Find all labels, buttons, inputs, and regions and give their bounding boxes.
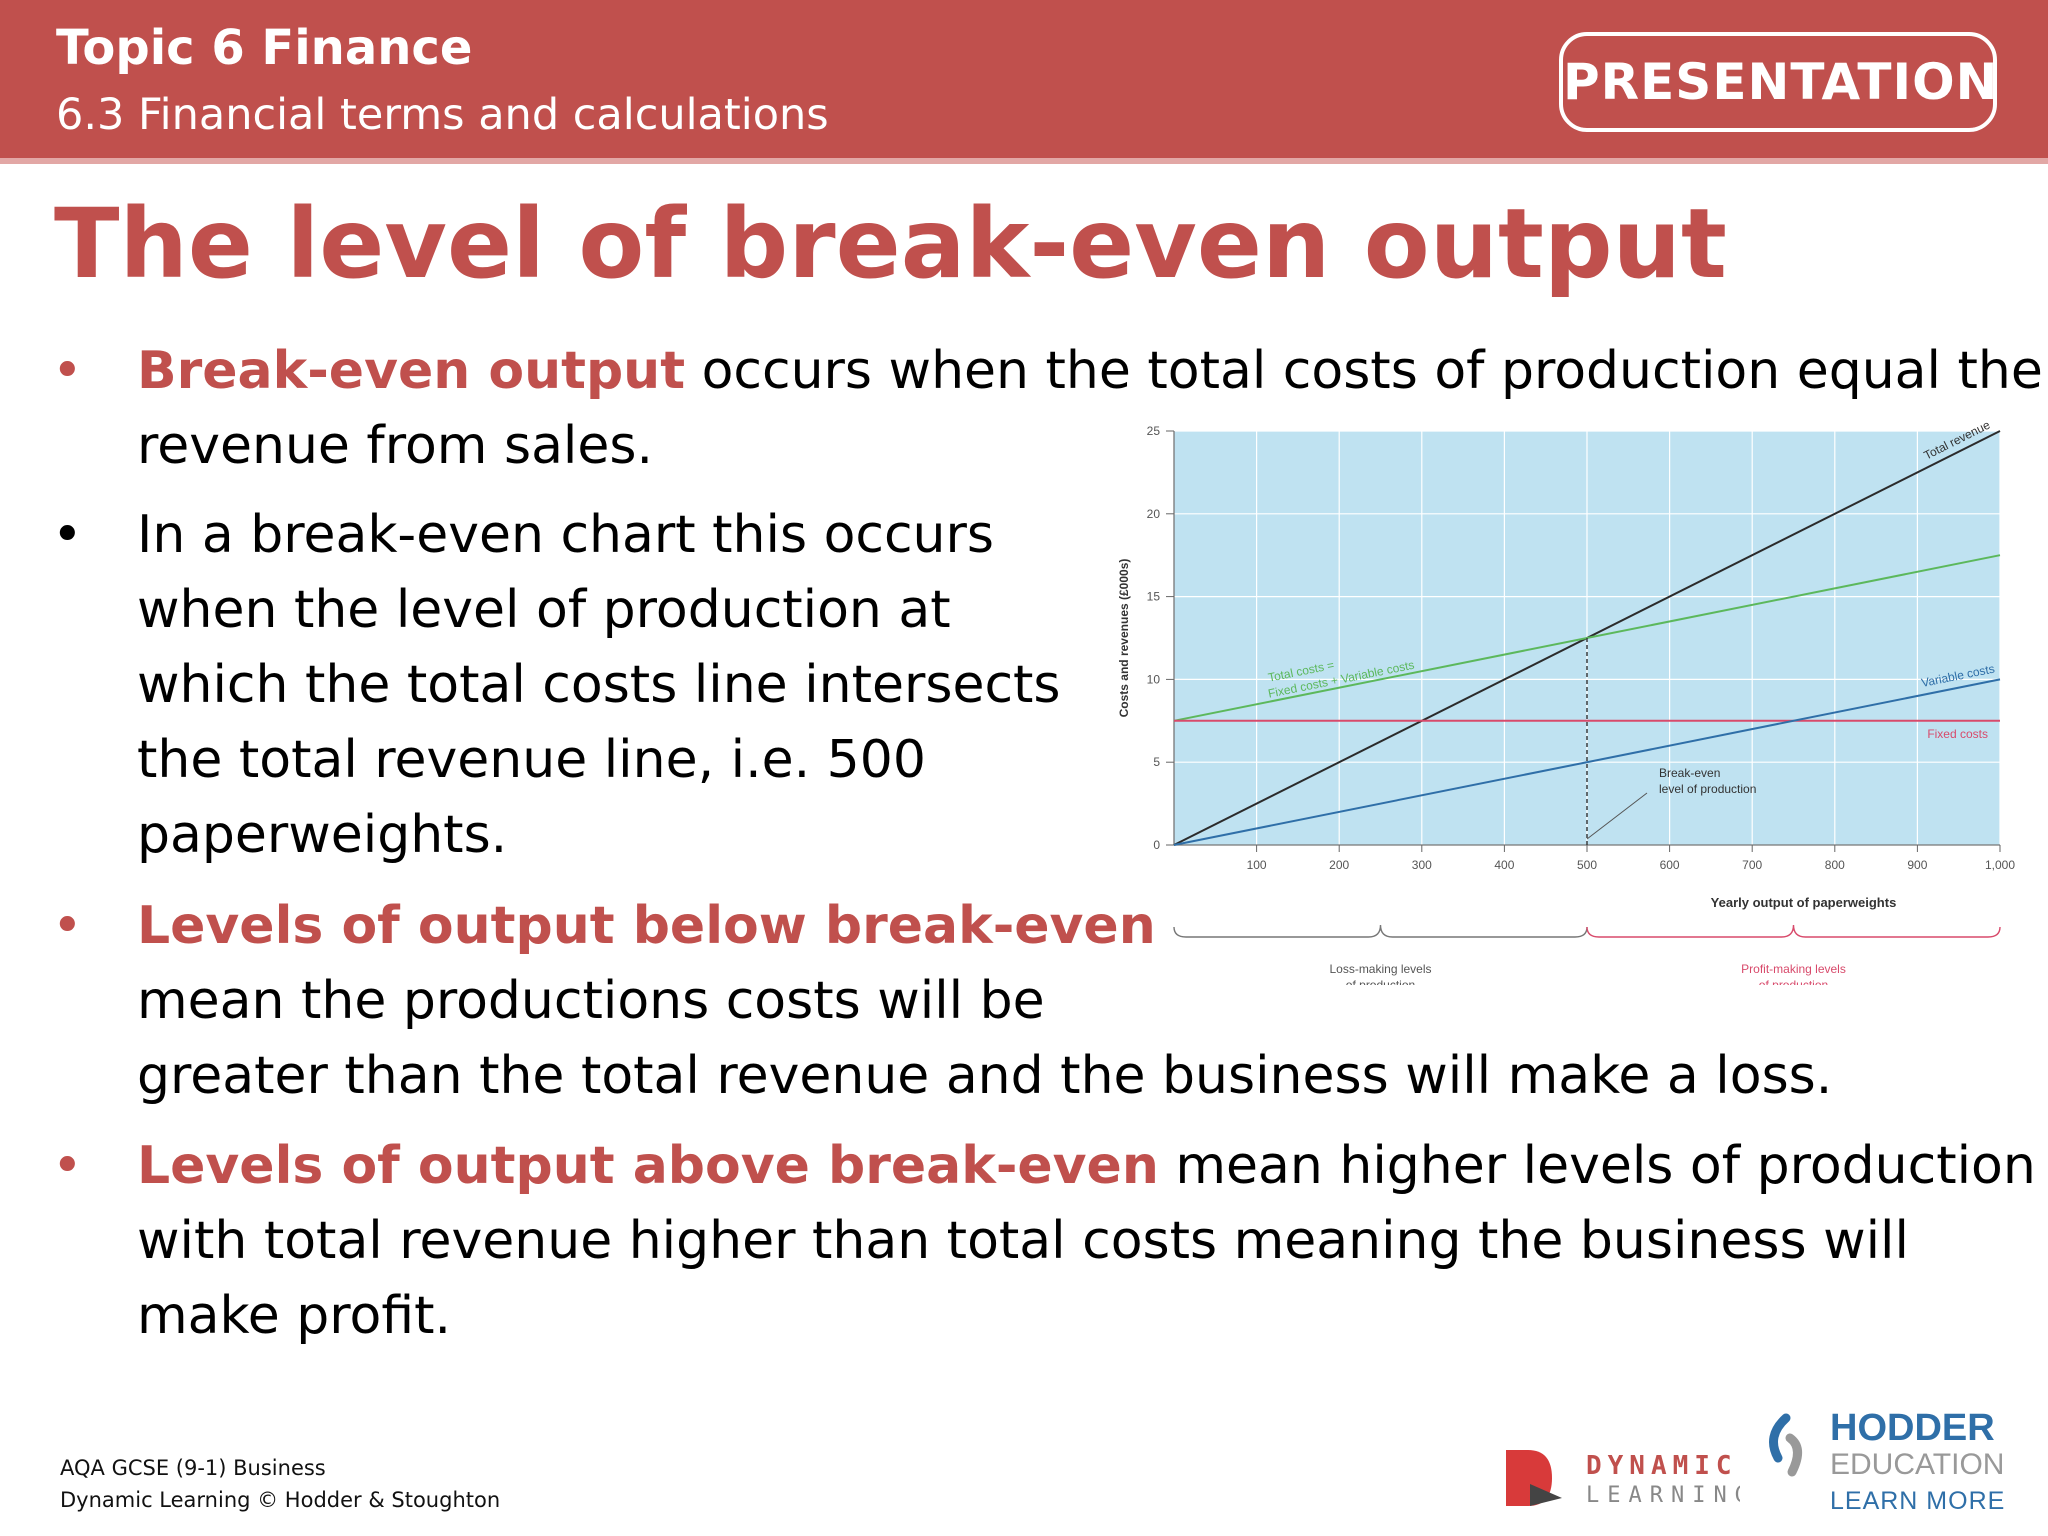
x-tick-label: 300 <box>1412 858 1432 872</box>
y-axis-label: Costs and revenues (£000s) <box>1117 559 1131 718</box>
bullet-2: In a break-even chart this occurs when t… <box>137 498 1061 873</box>
presentation-badge: PRESENTATION <box>1559 32 1997 132</box>
y-tick-label: 0 <box>1153 838 1160 852</box>
bullet-1: Break-even output occurs when the total … <box>137 334 2043 484</box>
topic-title: Topic 6 Finance <box>56 20 473 76</box>
bullet-2-line: which the total costs line intersects <box>137 655 1061 715</box>
profit-label: of production <box>1759 978 1828 985</box>
dl-l-shape <box>1530 1484 1562 1506</box>
learn-more-text: LEARN MORE <box>1830 1487 2005 1515</box>
chart-axes: Costs and revenues (£000s) Yearly output … <box>1117 431 2000 910</box>
y-tick-label: 15 <box>1147 590 1161 604</box>
footer-copyright: Dynamic Learning © Hodder & Stoughton <box>60 1488 501 1512</box>
bullet-2-line: paperweights. <box>137 805 508 865</box>
bullet-3-line3: greater than the total revenue and the b… <box>137 1046 1833 1106</box>
loss-label: of production <box>1346 978 1415 985</box>
slide-title: The level of break-even output <box>54 188 1727 300</box>
bullet-2-line: when the level of production at <box>137 580 951 640</box>
bullet-4-lead: Levels of output above break-even <box>137 1136 1159 1196</box>
bullet-dot-4: • <box>52 1136 83 1196</box>
bullet-2-line: In a break-even chart this occurs <box>137 505 994 565</box>
variable-costs-line <box>1173 678 2001 846</box>
x-tick-label: 200 <box>1329 858 1349 872</box>
footer-course: AQA GCSE (9-1) Business <box>60 1456 326 1480</box>
profit-brace <box>1586 924 2001 938</box>
chart-ticks: 0 5 10 15 20 25 100 200 300 400 500 600 700 800 900 1,0… <box>1147 424 2016 872</box>
hodder-mark-grey <box>1785 1433 1802 1477</box>
bullet-1-lead: Break-even output <box>137 341 686 401</box>
x-axis-label: Yearly output of paperweights <box>1711 895 1897 910</box>
subtopic-title: 6.3 Financial terms and calculations <box>56 90 829 140</box>
x-tick-label: 1,000 <box>1985 858 2015 872</box>
bullet-4: Levels of output above break-even mean h… <box>137 1129 2036 1354</box>
fixed-costs-label: Fixed costs <box>1927 727 1988 741</box>
profit-label: Profit-making levels <box>1741 962 1846 976</box>
bullet-1-line2: revenue from sales. <box>137 416 653 476</box>
bullet-dot-1: • <box>52 341 83 401</box>
x-tick-label: 600 <box>1660 858 1680 872</box>
hodder-mark-blue <box>1769 1413 1791 1463</box>
hodder-education-logo: HODDER EDUCATION LEARN MORE <box>1769 1407 2005 1515</box>
bullet-4-line2: with total revenue higher than total cos… <box>137 1211 1909 1271</box>
y-tick-label: 10 <box>1147 672 1161 686</box>
loss-label: Loss-making levels <box>1329 962 1431 976</box>
x-tick-label: 700 <box>1742 858 1762 872</box>
bullet-dot-2: • <box>52 505 83 565</box>
y-tick-label: 25 <box>1147 424 1161 438</box>
loss-brace <box>1173 924 1588 938</box>
x-tick-label: 800 <box>1825 858 1845 872</box>
bullet-2-line: the total revenue line, i.e. 500 <box>137 730 926 790</box>
break-even-pointer <box>1586 792 1648 840</box>
footer: AQA GCSE (9-1) Business Dynamic Learning… <box>60 1452 500 1516</box>
hodder-text: HODDER <box>1830 1407 1995 1449</box>
header-bar: Topic 6 Finance 6.3 Financial terms and … <box>0 0 2048 164</box>
bullet-1-text: occurs when the total costs of productio… <box>685 341 2043 401</box>
bullet-3-line2: mean the productions costs will be <box>137 971 1045 1031</box>
bullet-3-lead: Levels of output below break-even <box>137 896 1156 956</box>
dl-text-top: DYNAMIC <box>1586 1451 1738 1481</box>
y-tick-label: 5 <box>1153 755 1160 769</box>
x-tick-label: 100 <box>1247 858 1267 872</box>
y-tick-label: 20 <box>1147 507 1161 521</box>
dynamic-learning-logo: DYNAMIC LEARNING <box>1506 1450 1740 1508</box>
x-tick-label: 500 <box>1577 858 1597 872</box>
break-even-label: level of production <box>1659 782 1756 796</box>
break-even-chart: Costs and revenues (£000s) Yearly output … <box>1117 418 2016 985</box>
bullet-dot-3: • <box>52 896 83 956</box>
education-text: EDUCATION <box>1830 1448 2004 1481</box>
bullet-4-text: mean higher levels of production <box>1158 1136 2036 1196</box>
x-tick-label: 900 <box>1907 858 1927 872</box>
x-tick-label: 400 <box>1494 858 1514 872</box>
break-even-label: Break-even <box>1659 766 1720 780</box>
bullet-3: Levels of output below break-even mean t… <box>137 889 1832 1114</box>
bullet-4-line3: make profit. <box>137 1286 452 1346</box>
dl-text-bottom: LEARNING <box>1586 1483 1740 1508</box>
